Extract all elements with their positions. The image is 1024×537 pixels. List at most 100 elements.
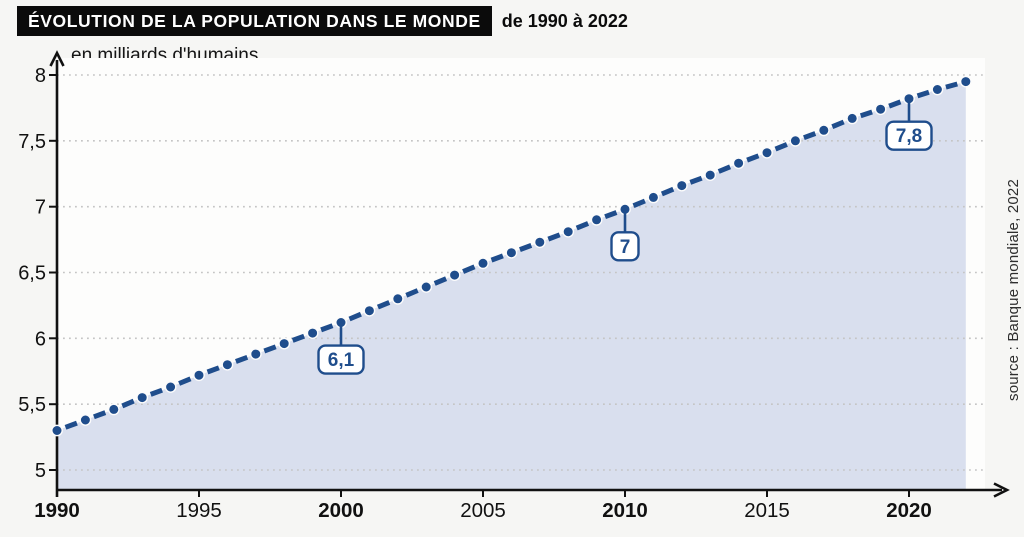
data-point — [931, 83, 944, 96]
line-dash — [803, 131, 817, 141]
data-point — [959, 75, 972, 88]
y-tick-label: 5,5 — [18, 394, 46, 416]
data-point — [874, 103, 887, 116]
line-dash — [433, 276, 448, 286]
data-point — [107, 403, 120, 416]
data-point — [221, 358, 234, 371]
data-point — [732, 157, 745, 170]
x-tick-label: 1990 — [34, 499, 80, 522]
callout-box — [610, 231, 640, 262]
data-point — [562, 225, 575, 238]
axes — [49, 50, 1010, 498]
line-dash — [831, 119, 845, 130]
callout-box — [317, 344, 365, 375]
y-tick-label: 8 — [35, 65, 46, 87]
y-tick-label: 7 — [35, 197, 46, 219]
data-point — [420, 281, 433, 293]
line-dash — [462, 264, 476, 274]
x-axis-arrow — [993, 482, 1010, 498]
line-dash — [660, 186, 675, 197]
line-dash — [405, 288, 419, 298]
data-point — [533, 236, 546, 249]
data-point — [51, 424, 63, 437]
source-label: source : Banque mondiale, 2022 — [1005, 179, 1022, 401]
line-dash — [945, 81, 958, 90]
x-tick-label: 2020 — [886, 499, 932, 522]
data-point — [647, 191, 660, 204]
x-axis-labels: 1990 1995 2000 2005 2010 2015 2020 — [34, 499, 932, 522]
line-dash — [490, 253, 504, 263]
line-dash — [604, 210, 618, 220]
y-tick-label: 6,5 — [18, 263, 46, 285]
line-dash — [746, 153, 760, 163]
data-point — [306, 327, 319, 339]
y-axis-arrow — [49, 50, 65, 67]
line-dash — [320, 323, 334, 333]
data-point — [249, 348, 262, 360]
x-tick-label: 2015 — [744, 499, 790, 522]
callout-box — [885, 120, 933, 151]
line-dash — [263, 344, 277, 354]
chart-title: ÉVOLUTION DE LA POPULATION DANS LE MONDE — [17, 6, 492, 36]
x-tick-label: 2005 — [460, 499, 506, 522]
data-point — [391, 292, 404, 305]
data-point — [79, 414, 92, 426]
line-dash — [64, 420, 78, 430]
line-dash — [717, 164, 732, 174]
data-point — [477, 257, 489, 270]
y-axis-ticks — [49, 74, 57, 471]
line-dash — [575, 221, 590, 231]
data-point — [448, 269, 461, 281]
y-axis-labels: 5 5,5 6 6,5 7 7,5 8 — [18, 65, 46, 482]
line-dash — [178, 376, 192, 386]
data-points — [51, 75, 972, 437]
y-tick-label: 7,5 — [18, 131, 46, 153]
data-point — [505, 246, 518, 259]
x-tick-label: 2000 — [318, 499, 364, 522]
data-point — [789, 134, 802, 147]
line-dash — [235, 354, 249, 364]
value-callout: 6,1 — [317, 322, 365, 375]
line-dash — [859, 109, 873, 119]
line-dashes — [64, 81, 958, 430]
line-dash — [774, 142, 788, 152]
data-point — [846, 112, 859, 125]
x-axis-ticks — [56, 490, 910, 497]
chart-subtitle: de 1990 à 2022 — [501, 10, 628, 31]
x-tick-label: 2010 — [602, 499, 648, 522]
line-dash — [888, 99, 902, 109]
line-dash — [689, 175, 703, 185]
line-dash — [348, 311, 362, 322]
y-tick-label: 5 — [35, 460, 46, 482]
data-point — [590, 213, 603, 226]
line-dash — [149, 387, 163, 397]
callout-value: 6,1 — [328, 350, 355, 371]
line-dash — [916, 89, 930, 99]
x-tick-label: 1995 — [176, 499, 222, 522]
y-tick-label: 6 — [35, 328, 46, 350]
data-point — [136, 391, 149, 404]
data-point — [704, 169, 717, 182]
data-point — [193, 369, 205, 382]
line-dash — [93, 410, 107, 420]
line-dash — [376, 300, 391, 310]
data-point — [675, 179, 688, 192]
line-dash — [519, 243, 533, 252]
data-point — [817, 124, 830, 137]
data-point — [164, 381, 177, 393]
line-dash — [206, 365, 220, 375]
value-callout: 7,8 — [885, 98, 933, 151]
callout-value: 7 — [620, 237, 631, 258]
value-callout: 7 — [610, 209, 640, 262]
line-dash — [632, 198, 646, 209]
data-point — [363, 304, 376, 317]
line-dash — [547, 232, 561, 242]
data-point — [278, 337, 291, 350]
data-point — [761, 146, 773, 159]
line-dash — [291, 333, 305, 343]
line-dash — [121, 398, 135, 409]
callout-value: 7,8 — [896, 126, 922, 147]
area-fill — [57, 81, 966, 490]
chart-header: ÉVOLUTION DE LA POPULATION DANS LE MONDE… — [17, 6, 628, 36]
